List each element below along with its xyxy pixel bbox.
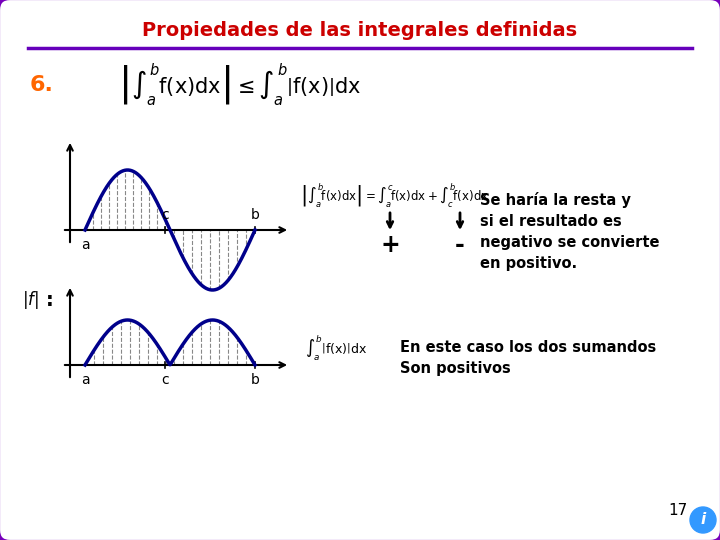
- Text: $\int_a^b \left|\mathrm{f(x)}\right|\mathrm{dx}$: $\int_a^b \left|\mathrm{f(x)}\right|\mat…: [305, 334, 367, 362]
- Text: $\left|\int_a^b \!\mathrm{f(x)dx}\right| = \int_a^c \!\mathrm{f(x)dx} + \int_c^b: $\left|\int_a^b \!\mathrm{f(x)dx}\right|…: [300, 181, 489, 209]
- Text: Se haría la resta y
si el resultado es
negativo se convierte
en positivo.: Se haría la resta y si el resultado es n…: [480, 192, 660, 271]
- Text: En este caso los dos sumandos
Son positivos: En este caso los dos sumandos Son positi…: [400, 340, 656, 376]
- Text: a: a: [81, 238, 89, 252]
- Text: $|f|$: $|f|$: [22, 289, 39, 311]
- Text: 17: 17: [669, 503, 688, 518]
- Text: c: c: [161, 373, 168, 387]
- Text: :: :: [46, 291, 54, 309]
- Text: c: c: [161, 208, 168, 222]
- Text: i: i: [701, 512, 706, 528]
- Text: $\left|\int_a^b \mathrm{f(x)dx}\right| \leq \int_a^b \left|\mathrm{f(x)}\right|\: $\left|\int_a^b \mathrm{f(x)dx}\right| \…: [118, 62, 361, 109]
- Circle shape: [690, 507, 716, 533]
- Text: b: b: [251, 373, 259, 387]
- Text: a: a: [81, 373, 89, 387]
- Text: b: b: [251, 208, 259, 222]
- Text: +: +: [380, 233, 400, 257]
- Text: 6.: 6.: [30, 75, 54, 95]
- Text: -: -: [455, 233, 465, 257]
- Text: Propiedades de las integrales definidas: Propiedades de las integrales definidas: [143, 21, 577, 39]
